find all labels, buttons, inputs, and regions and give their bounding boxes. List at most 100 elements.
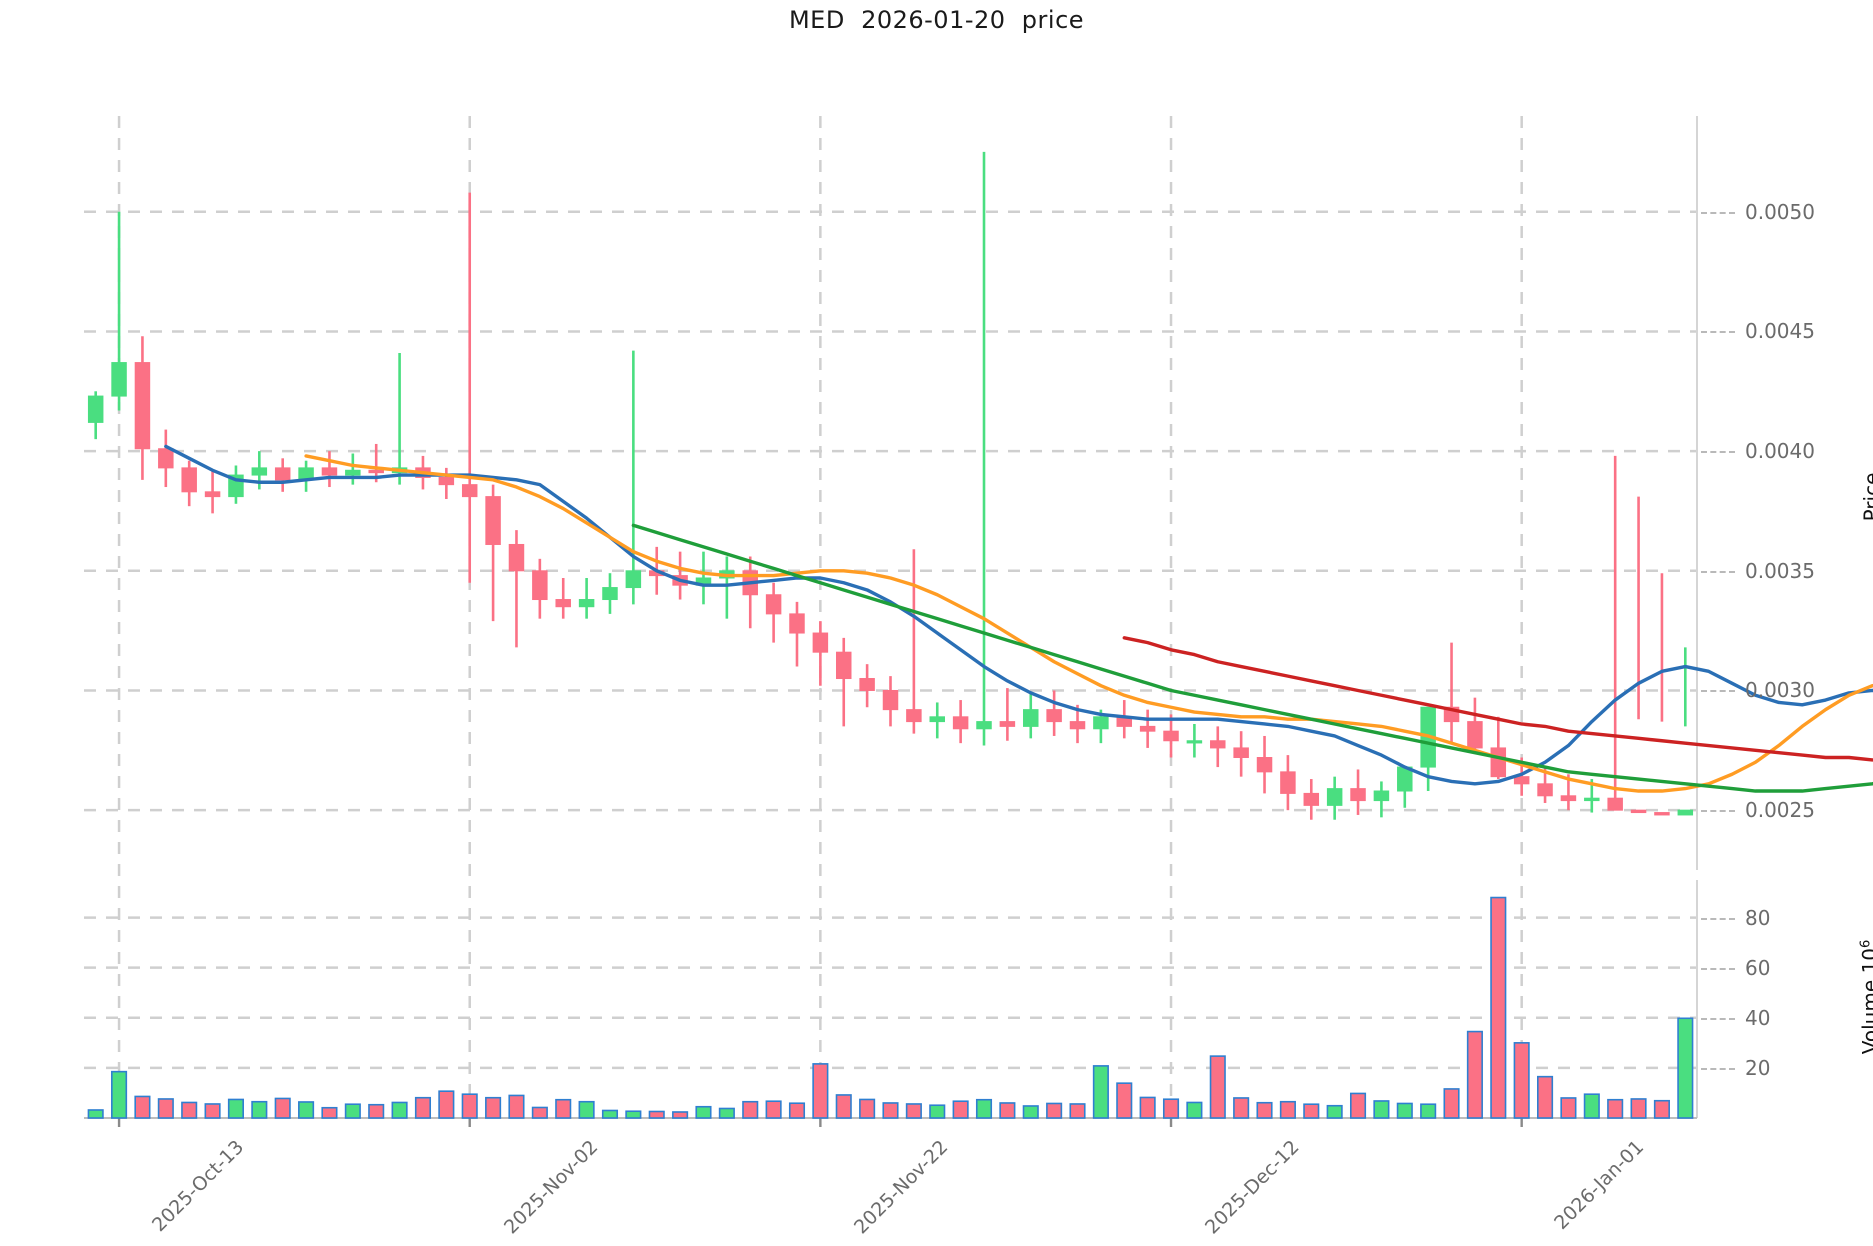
volume-axis-title: Volume 106: [1858, 940, 1873, 1054]
volume-bar: [742, 1100, 759, 1119]
candlestick: [555, 577, 571, 619]
candle-body: [835, 651, 852, 680]
candle-body: [1163, 730, 1179, 742]
volume-bar: [368, 1103, 385, 1119]
volume-bar: [672, 1111, 689, 1119]
volume-bar: [1349, 1092, 1367, 1119]
volume-bar: [999, 1102, 1016, 1119]
volume-bar: [1116, 1082, 1133, 1119]
ma-line-ma-mid: [304, 454, 1873, 793]
candle-body: [1139, 725, 1156, 732]
volume-bar: [485, 1096, 502, 1119]
candlestick: [274, 458, 291, 492]
candle-body: [1584, 797, 1600, 802]
candlestick: [111, 211, 127, 411]
volume-bar: [1162, 1098, 1180, 1119]
volume-bar: [321, 1106, 338, 1119]
candle-body: [1513, 776, 1530, 785]
price-tick-label: 0.0040: [1745, 439, 1815, 464]
price-axis-title: Price: [1859, 472, 1873, 522]
volume-bar: [1186, 1101, 1203, 1119]
volume-bar: [835, 1094, 852, 1119]
candlestick: [1186, 723, 1203, 758]
volume-bar: [1490, 896, 1507, 1119]
candle-body: [578, 599, 595, 608]
candle-body: [555, 599, 571, 608]
candle-body: [1607, 797, 1623, 811]
volume-tick-label: 40: [1745, 1005, 1771, 1030]
price-tick-dash: [1701, 331, 1735, 334]
candle-body: [87, 395, 104, 423]
volume-bar: [1607, 1098, 1624, 1119]
candle-body: [368, 469, 384, 474]
candle-body: [952, 716, 969, 730]
volume-bar: [1046, 1102, 1063, 1119]
volume-bar: [1443, 1088, 1460, 1119]
candle-body: [1560, 795, 1577, 802]
volume-bar: [227, 1098, 244, 1119]
candle-body: [1373, 790, 1390, 802]
volume-bar: [1583, 1093, 1600, 1119]
volume-tick-dash: [1701, 1067, 1735, 1070]
candlestick: [1467, 697, 1483, 753]
ma-line-ma-slow: [631, 523, 1873, 793]
candle-body: [134, 362, 151, 450]
volume-bar: [905, 1103, 922, 1119]
volume-bar: [1373, 1100, 1390, 1119]
candle-body: [1069, 721, 1086, 730]
volume-bar: [1233, 1097, 1250, 1119]
volume-bar: [1653, 1099, 1670, 1119]
candle-body: [1630, 809, 1647, 814]
volume-bar: [111, 1070, 128, 1119]
candle-body: [345, 469, 361, 476]
candlestick: [345, 453, 361, 485]
volume-bar: [344, 1103, 361, 1119]
volume-bar: [461, 1093, 478, 1119]
candlestick: [976, 151, 992, 746]
candlestick: [158, 429, 174, 488]
volume-bar: [765, 1100, 782, 1119]
price-tick-label: 0.0045: [1745, 319, 1815, 344]
volume-bar: [625, 1110, 642, 1119]
volume-tick-label: 20: [1745, 1055, 1771, 1080]
ma-line-ma-slowest: [1122, 636, 1873, 762]
candlestick: [1023, 692, 1039, 739]
candlestick: [765, 582, 782, 643]
volume-bar: [1092, 1065, 1109, 1119]
candlestick: [485, 484, 501, 622]
price-tick-dash: [1701, 810, 1735, 813]
candle-body: [976, 721, 992, 730]
candle-body: [1303, 792, 1320, 806]
candlestick: [1397, 766, 1413, 808]
price-tick-label: 0.0050: [1745, 199, 1815, 224]
volume-bar: [157, 1098, 174, 1119]
candle-body: [251, 467, 268, 476]
volume-bar: [555, 1098, 572, 1119]
volume-bar: [87, 1109, 104, 1119]
candlestick: [1163, 714, 1179, 758]
volume-bar: [1279, 1100, 1296, 1119]
volume-bar: [531, 1106, 548, 1119]
candlestick: [1233, 731, 1249, 777]
candle-body: [929, 716, 946, 723]
volume-bar: [578, 1100, 595, 1119]
candle-body: [859, 678, 875, 691]
candle-body: [1023, 709, 1039, 727]
candlestick: [859, 664, 875, 708]
candle-body: [602, 587, 618, 601]
candle-body: [532, 570, 548, 601]
candle-body: [1046, 709, 1062, 723]
volume-bar: [788, 1102, 806, 1119]
volume-bar: [601, 1109, 619, 1119]
candlestick: [134, 336, 151, 480]
candlestick: [929, 702, 946, 739]
volume-tick-label: 60: [1745, 955, 1771, 980]
volume-bar: [1677, 1017, 1694, 1119]
volume-bar: [1209, 1055, 1226, 1119]
volume-bar: [859, 1098, 876, 1119]
price-tick-label: 0.0030: [1745, 678, 1815, 703]
volume-bar: [718, 1107, 735, 1119]
candle-body: [1654, 812, 1670, 816]
volume-bar: [414, 1096, 432, 1119]
volume-bar: [1466, 1030, 1483, 1119]
